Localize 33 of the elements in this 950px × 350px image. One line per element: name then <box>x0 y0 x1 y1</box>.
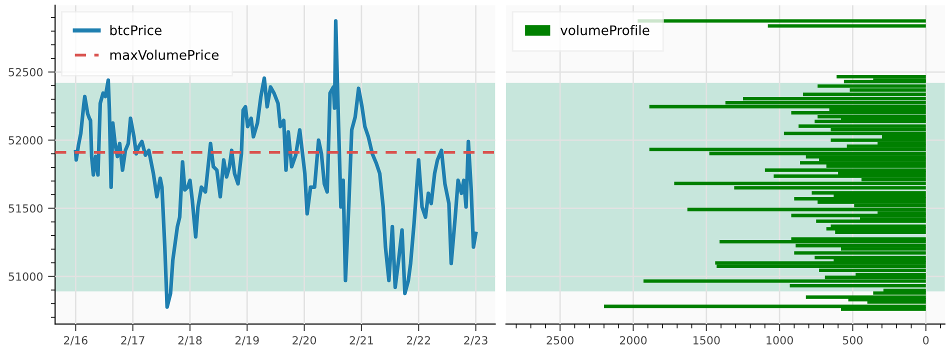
legend-label: maxVolumePrice <box>110 50 219 60</box>
x-tick-label: 2/21 <box>350 336 373 346</box>
legend-label: btcPrice <box>110 25 162 36</box>
bar <box>649 148 926 152</box>
x-tick-label: 2/23 <box>464 336 488 346</box>
bar <box>791 111 926 114</box>
bar <box>798 124 926 128</box>
y-tick-label: 51000 <box>8 272 43 281</box>
y-tick-label: 52500 <box>8 68 43 76</box>
bar <box>794 197 926 200</box>
x-tick-label: 2/18 <box>178 336 202 346</box>
x-tick-label: 500 <box>842 336 863 345</box>
x-tick-label: 2500 <box>546 336 574 345</box>
bar <box>818 84 926 88</box>
bar <box>816 220 926 223</box>
x-tick-label: 1000 <box>766 336 793 345</box>
bar <box>830 138 926 142</box>
bar <box>604 304 926 308</box>
x-tick-label: 0 <box>923 336 929 345</box>
bar <box>774 174 926 178</box>
legend-label: volumeProfile <box>560 25 650 36</box>
x-tick-label: 2/22 <box>406 336 430 346</box>
y-tick-label: 51500 <box>8 204 43 213</box>
bar <box>716 264 926 268</box>
x-tick-label: 2000 <box>620 336 647 345</box>
x-tick-label: 2/16 <box>64 336 88 346</box>
x-tick-label: 1500 <box>693 336 720 345</box>
x-tick-label: 2/19 <box>235 336 259 346</box>
x-tick-label: 2/17 <box>121 336 144 346</box>
bar <box>720 240 926 244</box>
x-tick-label: 2/20 <box>292 336 316 346</box>
y-tick-label: 52000 <box>8 136 43 145</box>
bar <box>649 104 926 108</box>
